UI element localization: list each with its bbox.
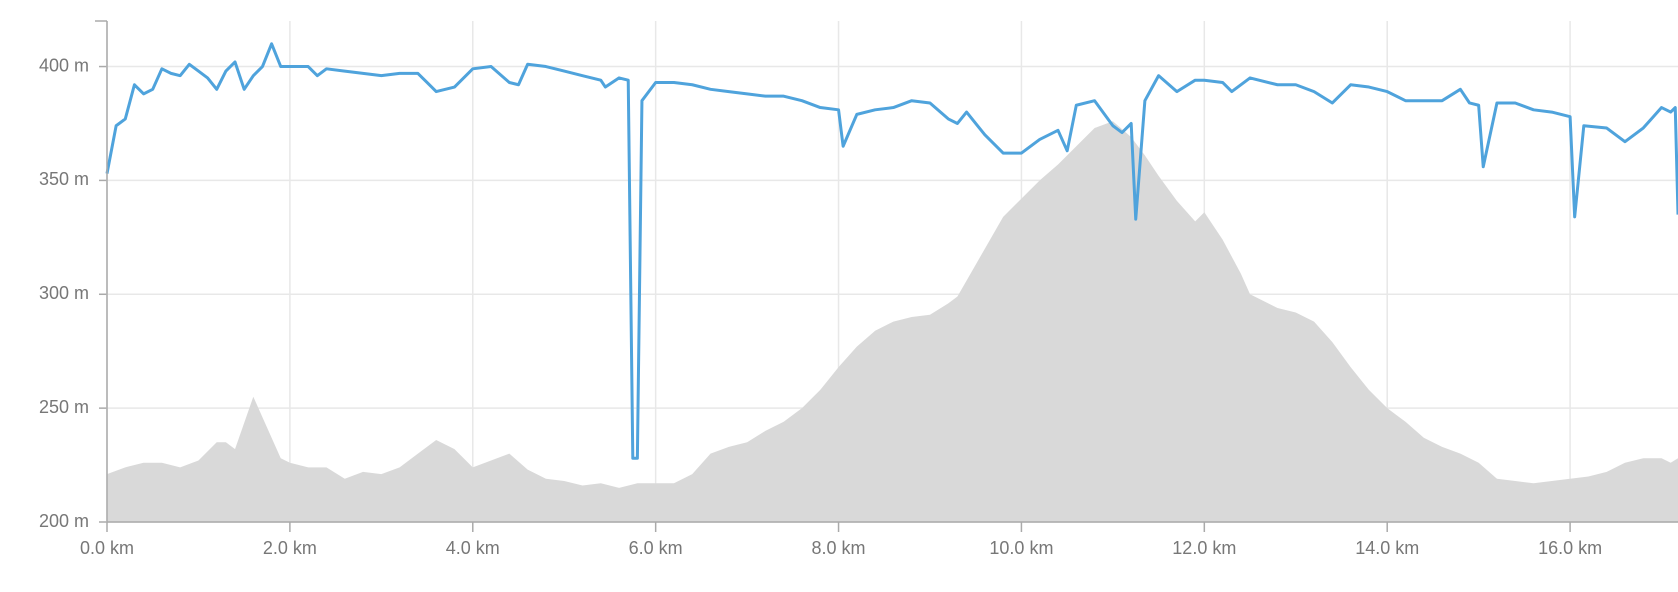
x-tick-label: 10.0 km xyxy=(989,538,1053,558)
x-tick-label: 8.0 km xyxy=(812,538,866,558)
x-tick-label: 12.0 km xyxy=(1172,538,1236,558)
area xyxy=(107,121,1678,522)
y-tick-label: 200 m xyxy=(39,511,89,531)
x-tick-label: 6.0 km xyxy=(629,538,683,558)
x-tick-label: 4.0 km xyxy=(446,538,500,558)
y-tick-label: 350 m xyxy=(39,169,89,189)
x-tick-label: 14.0 km xyxy=(1355,538,1419,558)
x-tick-label: 16.0 km xyxy=(1538,538,1602,558)
line xyxy=(105,42,1678,460)
x-tick-label: 0.0 km xyxy=(80,538,134,558)
y-tick-label: 400 m xyxy=(39,55,89,75)
y-tick-label: 250 m xyxy=(39,397,89,417)
y-tick-label: 300 m xyxy=(39,283,89,303)
x-tick-label: 2.0 km xyxy=(263,538,317,558)
